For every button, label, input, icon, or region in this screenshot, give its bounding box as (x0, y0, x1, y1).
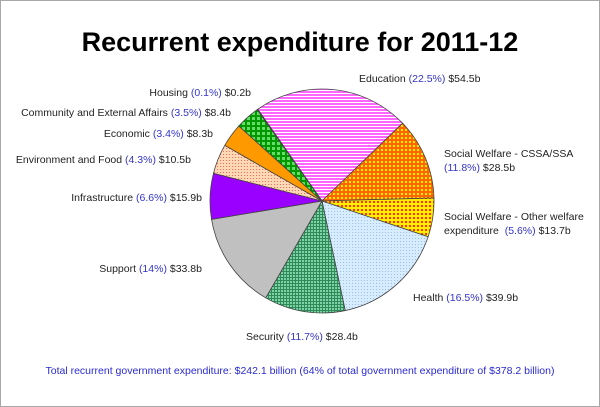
percent-label: (5.6%) (504, 225, 536, 237)
label-security: Security (11.7%) $28.4b (246, 331, 358, 343)
label-education: Education (22.5%) $54.5b (359, 73, 481, 85)
pie-slice-housing (256, 108, 323, 202)
pie-slice-education (257, 88, 404, 202)
label-housing: Housing (0.1%) $0.2b (149, 87, 251, 99)
percent-label: (11.7%) (286, 331, 323, 343)
pie-slice-social-welfare-cssa (320, 122, 435, 202)
percent-label: (6.6%) (136, 192, 167, 204)
label-social-welfare-cssa: Social Welfare - CSSA/SSA (11.8%) $28.5b (444, 148, 574, 174)
label-health: Health (16.5%) $39.9b (413, 292, 519, 304)
percent-label: (4.3%) (125, 154, 156, 166)
percent-label: (3.4%) (152, 128, 184, 140)
pie-slice-support (211, 200, 323, 299)
label-infrastructure: Infrastructure (6.6%) $15.9b (71, 192, 202, 204)
percent-label: (22.5%) (408, 73, 446, 85)
pie-slice-health (321, 200, 429, 312)
percent-label: (11.8%) (444, 162, 480, 174)
percent-label: (0.1%) (190, 87, 222, 99)
percent-label: (14%) (138, 263, 167, 275)
label-economic: Economic (3.4%) $8.3b (103, 128, 213, 140)
chart-title: Recurrent expenditure for 2011-12 (81, 27, 519, 57)
percent-label: (16.5%) (446, 292, 484, 304)
label-support: Support (14%) $33.8b (99, 263, 202, 275)
percent-label: (3.5%) (170, 107, 202, 119)
label-social-welfare-other: Social Welfare - Other welfare expenditur… (444, 211, 584, 237)
footer-note: Total recurrent government expenditure: … (45, 365, 555, 377)
label-environment-and-food: Environment and Food (4.3%) $10.5b (15, 154, 191, 166)
pie-slice-security (265, 199, 346, 314)
label-community: Community and External Affairs (3.5%) $8… (21, 107, 231, 119)
